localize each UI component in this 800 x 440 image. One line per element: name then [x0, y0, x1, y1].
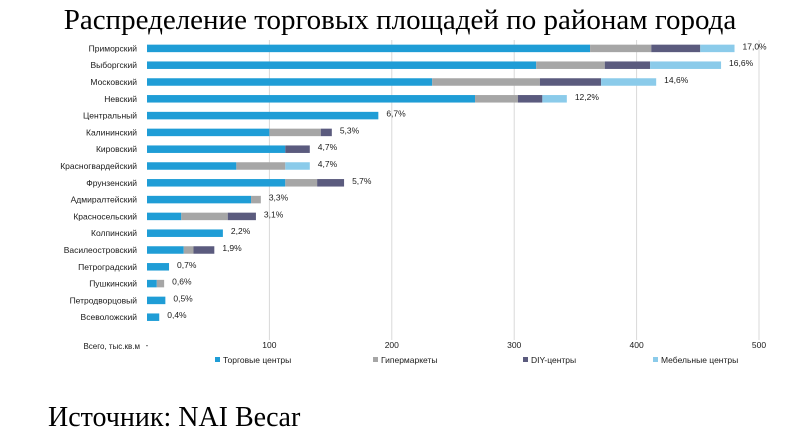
category-label: Адмиралтейский	[71, 195, 138, 205]
legend-label: Гипермаркеты	[381, 355, 438, 365]
bar-segment	[147, 61, 537, 69]
bar-segment	[156, 279, 165, 288]
bar-segment	[147, 179, 286, 187]
bar-segment	[147, 145, 286, 153]
data-label: 3,1%	[264, 209, 284, 219]
legend-label: DIY-центры	[531, 355, 576, 365]
bar-segment	[147, 128, 270, 137]
legend-label: Торговые центры	[223, 355, 291, 365]
bar-segment	[432, 78, 540, 86]
bar-segment	[147, 162, 237, 170]
x-axis-title: Всего, тыс.кв.м	[83, 342, 140, 351]
category-label: Красносельский	[73, 211, 137, 221]
data-label: 0,6%	[172, 277, 192, 287]
category-label: Всеволожский	[81, 312, 138, 322]
bar-segment	[536, 61, 605, 69]
bar-segment	[539, 78, 602, 86]
x-tick-label: 300	[507, 340, 521, 350]
bar-segment	[147, 263, 170, 271]
chart-title: Распределение торговых площадей по район…	[63, 4, 737, 36]
legend-swatch	[373, 357, 378, 362]
bar-segment	[147, 229, 223, 237]
x-tick-label: 100	[262, 340, 276, 350]
bar-segment	[320, 128, 332, 137]
bar-segment	[147, 195, 252, 204]
bar-segment	[317, 179, 345, 187]
x-axis-zero-mark: -	[146, 341, 149, 350]
bar-segment	[147, 95, 476, 103]
data-label: 16,6%	[729, 58, 754, 68]
bar-segment	[236, 162, 286, 170]
category-label: Невский	[104, 94, 137, 104]
data-label: 14,6%	[664, 75, 689, 85]
data-label: 0,4%	[167, 310, 187, 320]
category-label: Фрунзенский	[86, 178, 137, 188]
bar-segment	[601, 78, 657, 86]
category-label: Пушкинский	[89, 279, 137, 289]
category-label: Петроградский	[78, 262, 137, 272]
bar-segment	[517, 95, 543, 103]
bar-segment	[590, 44, 652, 53]
bar-segment	[147, 296, 166, 305]
legend-label: Мебельные центры	[661, 355, 738, 365]
category-label: Центральный	[83, 111, 137, 121]
bar-segment	[269, 128, 321, 137]
category-label: Петродворцовый	[70, 295, 138, 305]
x-tick-label: 200	[385, 340, 399, 350]
legend-swatch	[215, 357, 220, 362]
bar-segment	[700, 44, 735, 53]
bar-segment	[285, 179, 318, 187]
category-label: Выборгский	[91, 60, 138, 70]
data-label: 4,7%	[318, 142, 338, 152]
category-label: Калининский	[86, 127, 137, 137]
x-tick-label: 400	[630, 340, 644, 350]
data-label: 12,2%	[575, 92, 600, 102]
bar-segment	[147, 246, 184, 254]
bar-segment	[285, 162, 310, 170]
bar-segment	[193, 246, 215, 254]
bar-segment	[604, 61, 651, 69]
data-label: 0,7%	[177, 260, 197, 270]
bar-segment	[183, 246, 194, 254]
data-label: 3,3%	[269, 193, 289, 203]
category-label: Василеостровский	[64, 245, 138, 255]
bar-segment	[147, 313, 160, 321]
category-label: Московский	[90, 77, 137, 87]
category-label: Кировский	[96, 144, 137, 154]
category-label: Красногвардейский	[60, 161, 137, 171]
legend-swatch	[523, 357, 528, 362]
bar-segment	[181, 212, 228, 221]
bar-segment	[147, 44, 591, 53]
bar-segment	[147, 279, 157, 288]
data-label: 1,9%	[222, 243, 242, 253]
bar-segment	[251, 195, 261, 204]
bar-segment	[147, 212, 182, 221]
bar-segment	[651, 44, 701, 53]
data-label: 0,5%	[173, 293, 193, 303]
bar-segment	[147, 111, 379, 120]
bar-segment	[650, 61, 722, 69]
bar-segment	[147, 78, 433, 86]
data-label: 5,3%	[340, 125, 360, 135]
bar-segment	[285, 145, 310, 153]
bar-segment	[542, 95, 567, 103]
category-label: Колпинский	[91, 228, 137, 238]
data-label: 4,7%	[318, 159, 338, 169]
x-tick-label: 500	[752, 340, 766, 350]
stacked-bar-chart: Приморский 17,0% Выборгский 16,6% Московский…	[60, 40, 768, 365]
data-label: 17,0%	[743, 41, 768, 51]
source-note: Источник: NAI Becar	[48, 402, 301, 433]
data-label: 5,7%	[352, 176, 372, 186]
category-label: Приморский	[89, 43, 138, 53]
legend-swatch	[653, 357, 658, 362]
data-label: 6,7%	[386, 109, 406, 119]
bar-segment	[475, 95, 518, 103]
bar-segment	[227, 212, 256, 221]
data-label: 2,2%	[231, 226, 251, 236]
